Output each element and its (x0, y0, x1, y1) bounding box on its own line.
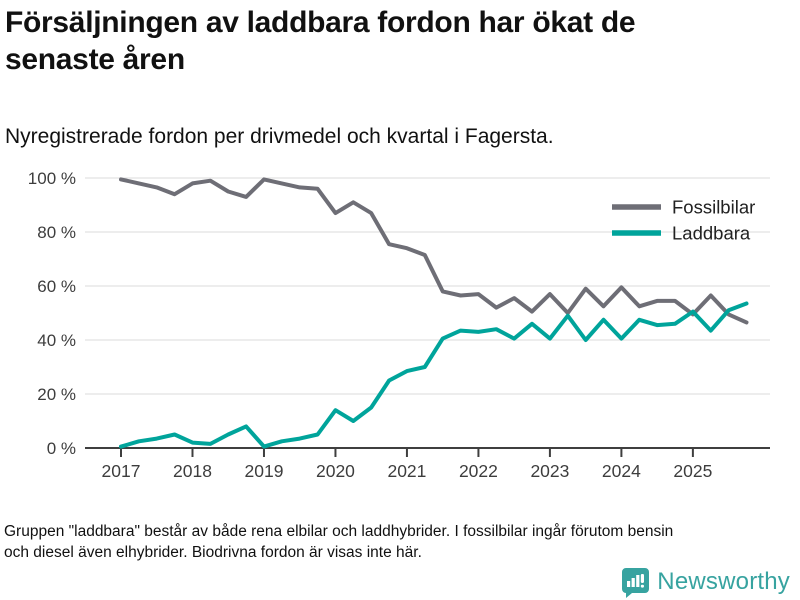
y-tick-label: 0 % (47, 439, 76, 458)
title-line-2: senaste åren (5, 43, 185, 76)
y-tick-label: 40 % (37, 331, 76, 350)
page-title: Försäljningen av laddbara fordon har öka… (5, 4, 775, 78)
y-tick-label: 60 % (37, 277, 76, 296)
x-tick-label: 2020 (316, 461, 355, 481)
x-tick-label: 2019 (245, 461, 284, 481)
speech-bubble-bar-chart-icon (622, 567, 650, 598)
x-tick-label: 2025 (673, 461, 712, 481)
footnote-line-2: och diesel även elhybrider. Biodrivna fo… (4, 544, 422, 561)
x-tick-label: 2018 (173, 461, 212, 481)
legend-label-fossilbilar: Fossilbilar (672, 197, 755, 218)
footnote-line-1: Gruppen "laddbara" består av både rena e… (4, 523, 674, 540)
x-tick-label: 2022 (459, 461, 498, 481)
y-tick-label: 100 % (28, 169, 76, 188)
series-line-laddbara (119, 301, 749, 449)
brand-name: Newsworthy (657, 568, 790, 595)
x-tick-label: 2017 (102, 461, 141, 481)
series-line-fossilbilar (119, 177, 749, 325)
newsworthy-branding: Newsworthy (621, 566, 790, 598)
line-chart: 0 % 20 % 40 % 60 % 80 % 100 % 2017 2018 2019 2020… (28, 169, 770, 481)
y-tick-label: 20 % (37, 385, 76, 404)
chart-footnote: Gruppen "laddbara" består av både rena e… (4, 521, 784, 563)
x-tick-label: 2023 (530, 461, 569, 481)
title-line-1: Försäljningen av laddbara fordon har öka… (5, 6, 636, 39)
x-tick-label: 2024 (602, 461, 641, 481)
legend-label-laddbara: Laddbara (672, 223, 751, 244)
y-tick-label: 80 % (37, 223, 76, 242)
chart-subtitle: Nyregistrerade fordon per drivmedel och … (5, 125, 554, 148)
x-tick-label: 2021 (387, 461, 426, 481)
